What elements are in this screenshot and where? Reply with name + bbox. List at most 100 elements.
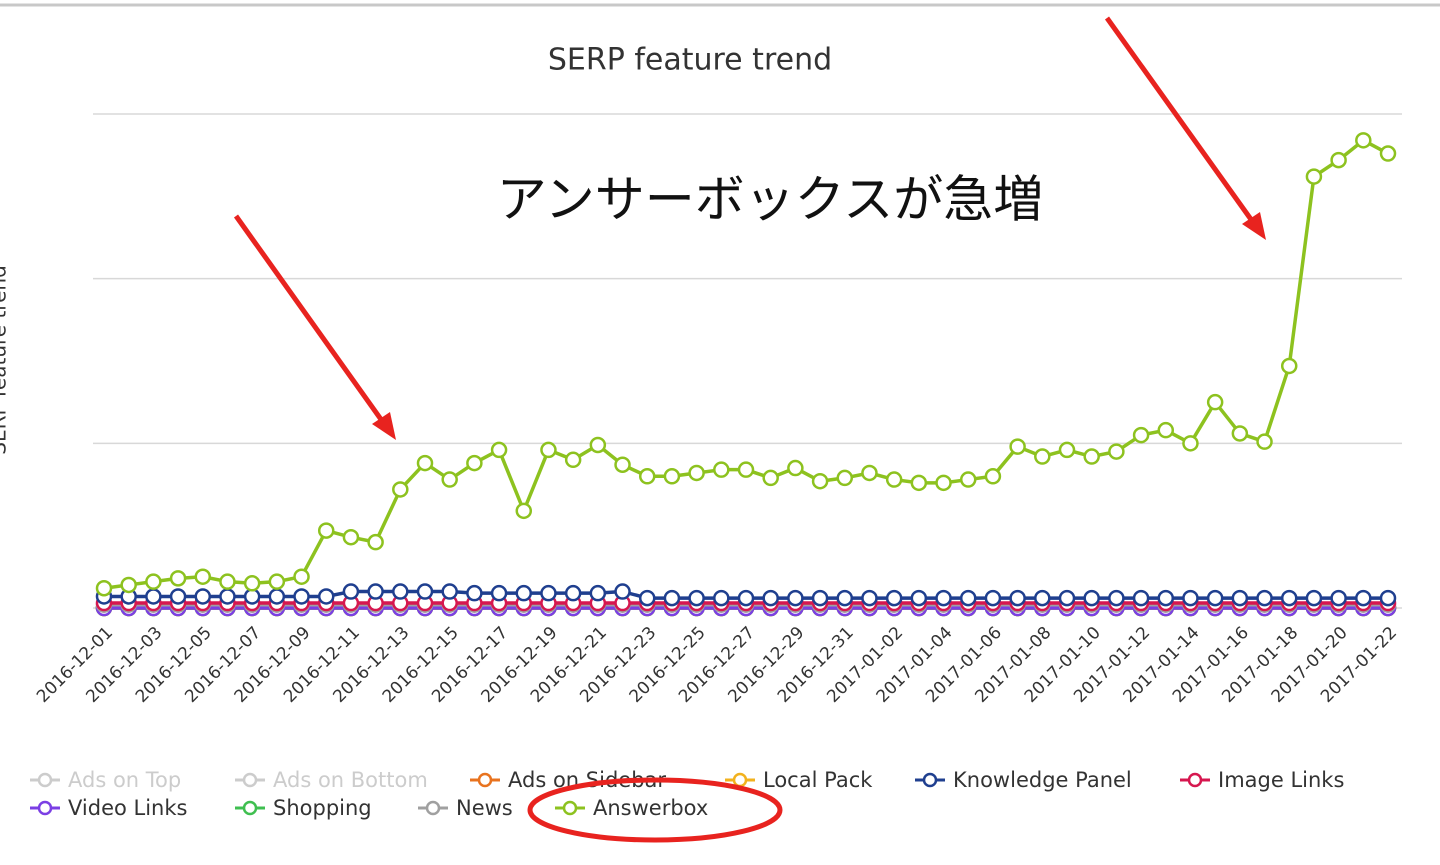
point	[490, 584, 508, 602]
legend-symbol	[242, 772, 258, 788]
point	[984, 468, 1002, 485]
point	[614, 456, 631, 473]
legend-symbol	[732, 772, 748, 788]
point	[466, 454, 483, 472]
point	[342, 528, 360, 546]
point	[490, 441, 508, 459]
point	[1108, 589, 1125, 607]
point	[1034, 448, 1051, 465]
point	[317, 522, 335, 539]
legend-label: Shopping	[273, 796, 372, 820]
chart-title: SERP feature trend	[548, 43, 832, 78]
point	[1355, 132, 1372, 149]
point	[861, 589, 878, 607]
point	[392, 583, 409, 600]
point	[367, 533, 384, 551]
point	[836, 589, 854, 607]
point	[416, 583, 434, 600]
point	[367, 583, 384, 600]
point	[194, 588, 212, 605]
point	[1182, 435, 1199, 452]
point	[145, 573, 162, 590]
point	[589, 436, 607, 454]
point	[959, 471, 977, 488]
point	[243, 588, 261, 605]
legend-symbol	[37, 772, 53, 788]
point	[416, 454, 434, 472]
legend-label: News	[456, 796, 513, 820]
legend-label: Knowledge Panel	[953, 768, 1132, 792]
highlight-ellipse	[527, 777, 783, 843]
point	[885, 589, 903, 607]
point	[910, 589, 928, 607]
point	[1379, 145, 1397, 162]
legend-symbol	[922, 772, 938, 788]
point	[466, 584, 483, 602]
arrow-head	[1242, 212, 1266, 240]
point	[1157, 589, 1175, 607]
point	[713, 589, 730, 607]
point	[1058, 589, 1076, 607]
point	[1132, 589, 1150, 607]
point	[1305, 589, 1323, 607]
point	[293, 588, 310, 605]
point	[1206, 589, 1224, 607]
point	[293, 568, 310, 585]
plot	[95, 132, 1397, 617]
point	[1108, 443, 1125, 460]
point	[787, 589, 804, 607]
point	[811, 589, 829, 607]
point	[737, 589, 755, 607]
legend-symbol	[425, 800, 441, 816]
point	[1182, 589, 1199, 607]
point	[1280, 589, 1298, 607]
point	[194, 568, 212, 585]
point	[515, 584, 533, 602]
point	[268, 573, 286, 590]
point	[540, 584, 557, 602]
point	[910, 474, 928, 492]
point	[663, 468, 681, 485]
point	[564, 584, 582, 602]
point	[1009, 589, 1026, 607]
legend-label: Video Links	[68, 796, 187, 820]
point	[1034, 589, 1051, 607]
legend: Ads on Top Ads on Bottom Ads on Sidebar Loc…	[30, 768, 1344, 820]
point	[1058, 441, 1076, 459]
point	[1132, 426, 1150, 444]
legend-label: Answerbox	[593, 796, 708, 820]
point	[935, 589, 952, 607]
point	[145, 588, 162, 605]
legend-symbol	[477, 772, 493, 788]
point	[959, 589, 977, 607]
point	[1231, 425, 1249, 442]
point	[688, 464, 705, 482]
point	[1305, 168, 1323, 185]
point	[688, 589, 705, 607]
point	[1009, 438, 1026, 455]
legend-label: Ads on Bottom	[273, 768, 428, 792]
arrow	[1104, 16, 1258, 227]
x-axis: 2016-12-012016-12-032016-12-052016-12-07…	[33, 623, 1401, 707]
point	[540, 441, 557, 459]
point	[1330, 151, 1347, 169]
legend-symbol	[562, 800, 578, 816]
arrow-head	[372, 412, 396, 440]
point	[638, 468, 656, 485]
point	[219, 573, 236, 590]
point	[885, 471, 903, 488]
point	[317, 588, 335, 605]
point	[589, 584, 607, 602]
arrow	[233, 214, 388, 427]
legend-label: Ads on Top	[68, 768, 181, 792]
point	[392, 481, 409, 498]
point	[861, 464, 878, 482]
point	[1256, 589, 1273, 607]
point	[762, 589, 779, 607]
point	[169, 570, 187, 587]
legend-symbol	[37, 800, 53, 816]
point	[1206, 393, 1224, 411]
point	[441, 471, 458, 488]
point	[1379, 589, 1397, 607]
